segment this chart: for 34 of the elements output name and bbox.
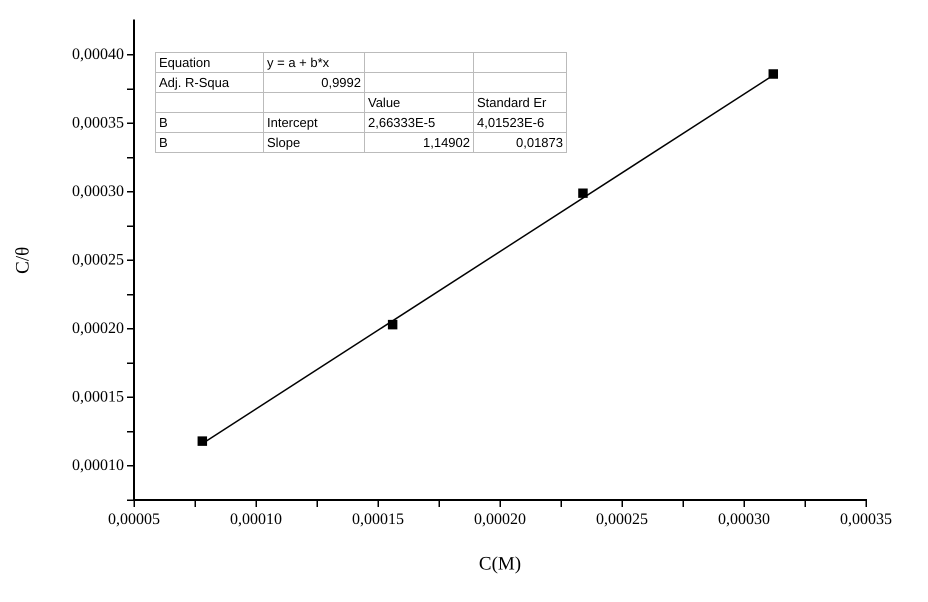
x-tick-label: 0,00010 [230,510,282,528]
annotation: Equation [156,52,264,72]
y-tick-label: 0,00030 [72,183,124,200]
annotation: 0,9992 [264,72,364,92]
annotation: 4,01523E-6 [474,112,566,132]
x-tick-label: 0,00005 [108,510,160,528]
x-tick-label: 0,00025 [596,510,648,528]
annotation: Adj. R-Squa [156,72,264,92]
x-axis-title: C(M) [478,554,522,575]
annotation: Value [364,92,474,112]
annotation: B [156,132,264,152]
x-tick-label: 0,00015 [352,510,404,528]
point [578,188,588,198]
annotation: Intercept [264,112,364,132]
annotation: B [156,112,264,132]
y-axis-title: C/θ [12,246,34,274]
x-tick-label: 0,00020 [474,510,526,528]
y-tick-label: 0,00040 [72,46,124,64]
annotation: 0,01873 [474,132,566,152]
point [198,436,208,446]
annotation: Slope [264,132,364,152]
y-tick-label: 0,00015 [72,388,124,406]
y-tick-label: 0,00025 [72,252,124,269]
x-tick-label: 0,00035 [840,510,892,528]
annotation: Standard Er [474,92,566,112]
annotation: y = a + b*x [264,52,364,72]
point [388,320,398,330]
x-tick-label: 0,00030 [718,510,770,528]
y-tick-label: 0,00010 [72,456,124,474]
y-tick-label: 0,00035 [72,114,124,132]
annotation: 1,14902 [364,132,474,152]
y-tick-label: 0,00020 [72,320,124,337]
annotation: 2,66333E-5 [364,112,474,132]
point [768,69,778,79]
